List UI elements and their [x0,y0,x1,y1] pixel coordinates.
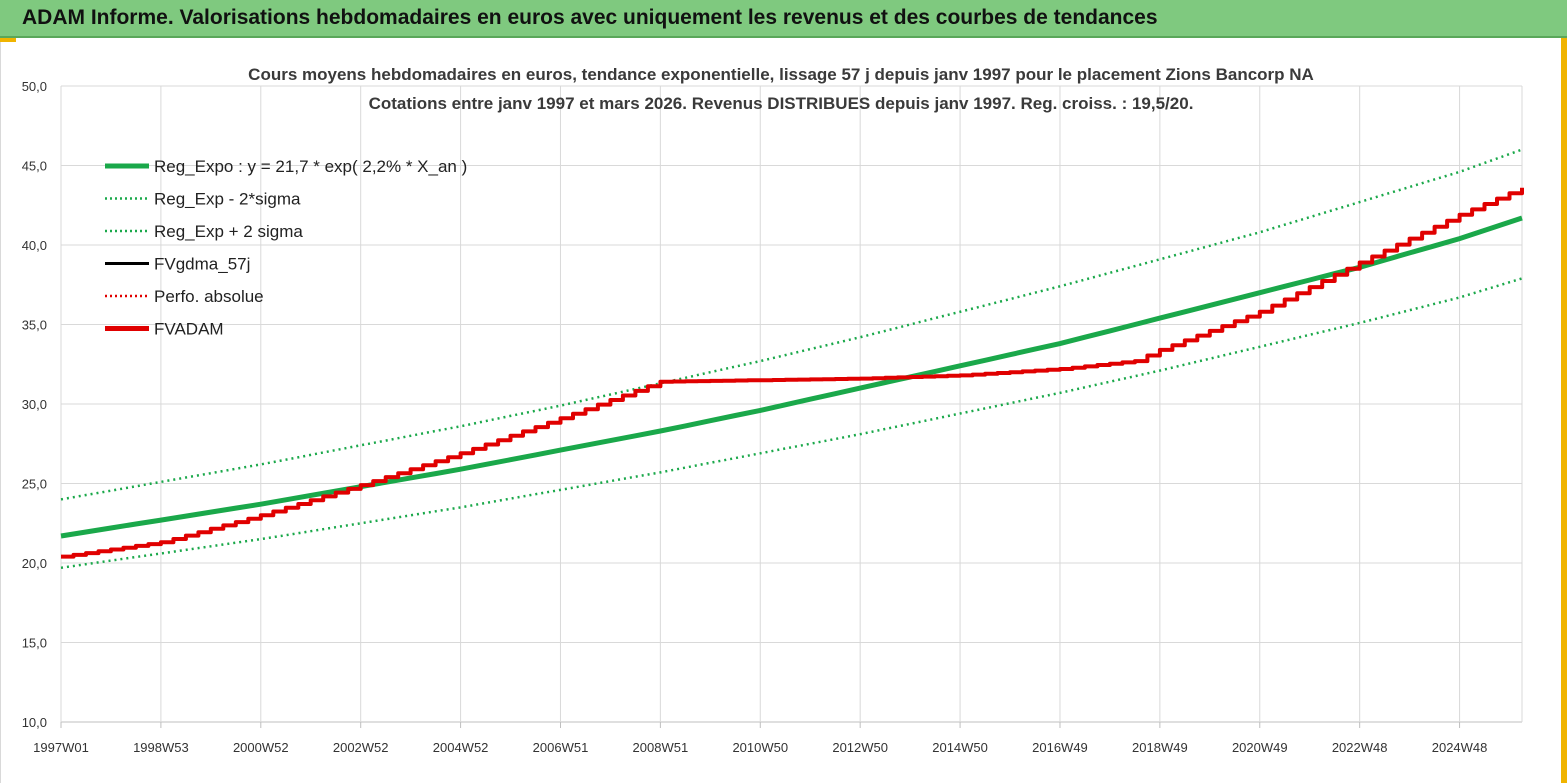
series [60,148,1524,570]
accent-corner-left [0,38,16,42]
y-tick-label: 50,0 [22,79,47,94]
x-tick-label: 1998W53 [133,740,189,755]
series-line-sigma-band [60,277,1523,570]
x-tick-label: 2012W50 [832,740,888,755]
legend-reg-expo: Reg_Expo : y = 21,7 * exp( 2,2% * X_an ) [105,157,467,176]
legend-reg-exp-plus: Reg_Exp + 2 sigma [105,222,303,241]
y-tick-label: 15,0 [22,636,47,651]
x-tick-label: 2016W49 [1032,740,1088,755]
legend-label: Reg_Exp - 2*sigma [154,190,301,209]
x-tick-label: 2004W52 [433,740,489,755]
legend-fvgdma: FVgdma_57j [105,255,250,274]
legend-label: Perfo. absolue [154,287,264,306]
x-tick-label: 2006W51 [533,740,589,755]
chart-title-line-1: Cours moyens hebdomadaires en euros, ten… [248,65,1314,84]
y-tick-label: 10,0 [22,715,47,730]
accent-border-right [1561,38,1567,783]
x-tick-label: 2018W49 [1132,740,1188,755]
y-tick-label: 30,0 [22,397,47,412]
y-tick-label: 20,0 [22,556,47,571]
series-line-fvadam [61,187,1524,559]
y-tick-label: 25,0 [22,477,47,492]
x-tick-label: 2022W48 [1332,740,1388,755]
x-tick-label: 2014W50 [932,740,988,755]
y-axis: 10,0 15,0 20,0 25,0 30,0 35,0 40,0 45,0 50,0 [22,79,47,730]
series-line-sigma-band [60,148,1523,501]
legend-label: FVgdma_57j [154,255,250,274]
legend: Reg_Expo : y = 21,7 * exp( 2,2% * X_an )… [105,157,467,339]
x-tick-label: 2000W52 [233,740,289,755]
chart-svg: 10,0 15,0 20,0 25,0 30,0 35,0 40,0 45,0 50,0 199… [22,65,1524,755]
chart-area: 10,0 15,0 20,0 25,0 30,0 35,0 40,0 45,0 50,0 199… [0,42,1561,783]
y-tick-label: 35,0 [22,318,47,333]
x-axis: 1997W01 1998W53 2000W52 2002W52 2004W52 2006W… [33,740,1487,755]
header-bar: ADAM Informe. Valorisations hebdomadaire… [0,0,1567,38]
legend-fvadam: FVADAM [105,320,224,339]
x-tick-label: 2020W49 [1232,740,1288,755]
y-tick-label: 45,0 [22,159,47,174]
x-tick-label: 2008W51 [633,740,689,755]
legend-label: FVADAM [154,320,224,339]
page-title: ADAM Informe. Valorisations hebdomadaire… [22,6,1158,29]
chart-title-line-2: Cotations entre janv 1997 et mars 2026. … [369,94,1194,113]
legend-label: Reg_Expo : y = 21,7 * exp( 2,2% * X_an ) [154,157,467,176]
x-tick-label: 2010W50 [732,740,788,755]
legend-reg-exp-minus: Reg_Exp - 2*sigma [105,190,301,209]
legend-perfo-absolue: Perfo. absolue [105,287,264,306]
x-tick-label: 2002W52 [333,740,389,755]
x-tick-label: 2024W48 [1432,740,1488,755]
grid [60,85,1523,728]
y-tick-label: 40,0 [22,238,47,253]
series-line-reg-expo [60,215,1523,539]
x-tick-label: 1997W01 [33,740,89,755]
legend-label: Reg_Exp + 2 sigma [154,222,303,241]
